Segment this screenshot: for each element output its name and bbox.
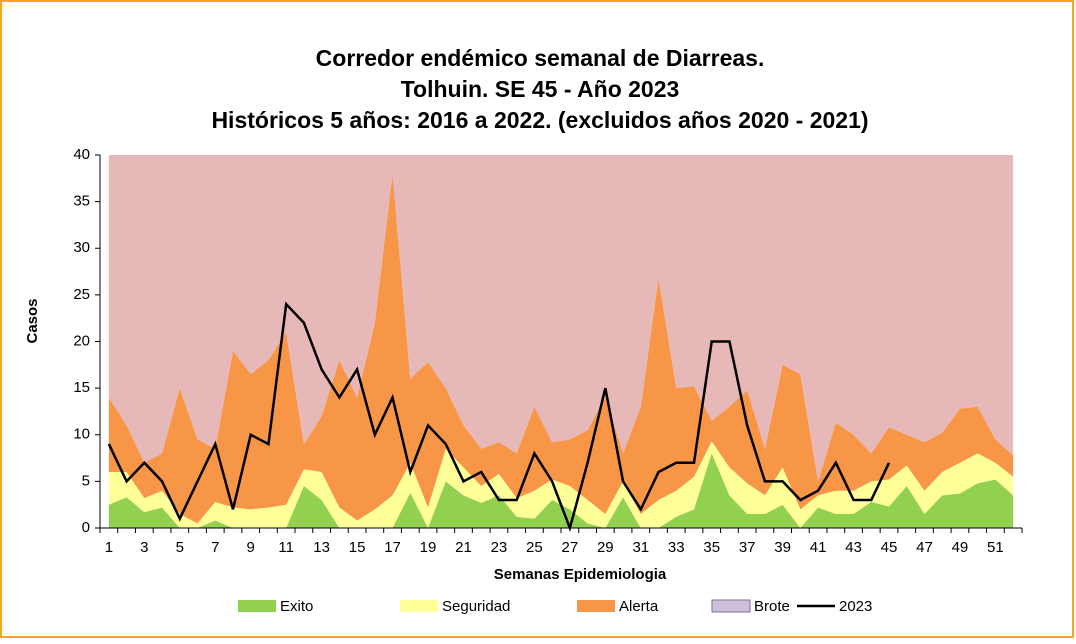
- y-tick-label: 5: [82, 472, 90, 489]
- y-tick-label: 10: [73, 426, 90, 443]
- x-tick-label: 17: [384, 539, 401, 556]
- x-tick-label: 49: [952, 539, 969, 556]
- x-tick-label: 47: [916, 539, 933, 556]
- legend-label: Exito: [280, 598, 313, 615]
- x-tick-label: 3: [140, 539, 148, 556]
- y-tick-label: 15: [73, 379, 90, 396]
- area: [108, 173, 1014, 524]
- x-tick-label: 31: [632, 539, 649, 556]
- x-tick-label: 7: [211, 539, 219, 556]
- x-tick-label: 19: [420, 539, 437, 556]
- legend-swatch: [577, 600, 615, 612]
- x-tick-label: 1: [105, 539, 113, 556]
- x-tick-label: 45: [881, 539, 898, 556]
- x-tick-label: 23: [491, 539, 508, 556]
- y-axis-label: Casos: [24, 298, 41, 343]
- legend-swatch: [711, 599, 751, 613]
- chart-title: Tolhuin. SE 45 - Año 2023: [401, 76, 680, 102]
- x-tick-label: 15: [349, 539, 366, 556]
- chart-title: Históricos 5 años: 2016 a 2022. (excluid…: [211, 107, 868, 133]
- x-tick-label: 27: [562, 539, 579, 556]
- x-tick-label: 29: [597, 539, 614, 556]
- x-tick-label: 37: [739, 539, 756, 556]
- y-tick-label: 35: [73, 193, 90, 210]
- y-tick-label: 40: [73, 146, 90, 163]
- x-axis-label: Semanas Epidemiologia: [494, 566, 667, 583]
- line: [107, 301, 891, 533]
- legend-label: 2023: [839, 598, 872, 615]
- x-tick-label: 33: [668, 539, 685, 556]
- x-tick-label: 41: [810, 539, 827, 556]
- x-tick-label: 11: [278, 539, 294, 556]
- legend-swatch: [238, 600, 276, 612]
- legend-swatch: [400, 600, 438, 612]
- area: [108, 155, 1014, 482]
- area: [108, 441, 1014, 528]
- x-tick-label: 21: [455, 539, 472, 556]
- y-tick-label: 0: [82, 519, 90, 536]
- x-tick-label: 13: [313, 539, 330, 556]
- legend-label: Alerta: [619, 598, 659, 615]
- x-tick-label: 39: [774, 539, 791, 556]
- x-tick-label: 35: [703, 539, 720, 556]
- area: [108, 453, 1014, 528]
- x-tick-label: 51: [987, 539, 1004, 556]
- legend-label: Seguridad: [442, 598, 510, 615]
- y-tick-label: 25: [73, 286, 90, 303]
- chart-title: Corredor endémico semanal de Diarreas.: [316, 45, 765, 71]
- x-tick-label: 25: [526, 539, 543, 556]
- x-tick-label: 43: [845, 539, 862, 556]
- x-tick-label: 9: [247, 539, 255, 556]
- y-tick-label: 20: [73, 332, 90, 349]
- legend-label: Brote: [754, 598, 790, 615]
- x-tick-label: 5: [176, 539, 184, 556]
- y-tick-label: 30: [73, 239, 90, 256]
